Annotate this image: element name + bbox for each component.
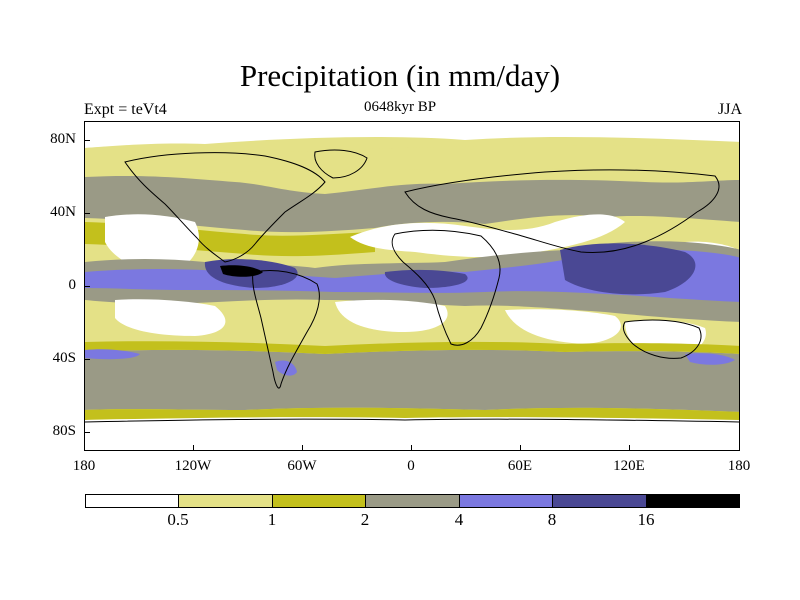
precipitation-map bbox=[84, 121, 740, 451]
indian-ocean-dry bbox=[505, 309, 621, 344]
north-pacific-dry bbox=[105, 214, 199, 273]
lat-tick bbox=[84, 359, 90, 360]
lon-tick bbox=[739, 445, 740, 451]
lon-tick bbox=[629, 445, 630, 451]
colorbar-segment bbox=[179, 495, 273, 507]
lon-tick bbox=[520, 445, 521, 451]
south-olive-band-b bbox=[325, 341, 739, 354]
colorbar-label: 8 bbox=[547, 510, 557, 529]
arctic-yellow-band bbox=[85, 145, 739, 174]
south-atlantic-dry bbox=[335, 299, 448, 332]
lat-tick bbox=[84, 432, 90, 433]
season-label: JJA bbox=[717, 101, 742, 118]
colorbar-segment bbox=[553, 495, 647, 507]
map-canvas bbox=[85, 122, 739, 450]
colorbar-label: 2 bbox=[360, 510, 370, 529]
lat-label-40n: 40N bbox=[50, 204, 76, 220]
extreme-precip-cell bbox=[220, 265, 263, 277]
lon-tick bbox=[84, 445, 85, 451]
lon-label-120e: 120E bbox=[613, 458, 645, 474]
lat-label-40s: 40S bbox=[52, 350, 76, 366]
lat-label-eq: 0 bbox=[68, 277, 77, 293]
lon-label-180w: 180 bbox=[72, 458, 96, 474]
coastlines bbox=[85, 149, 739, 423]
atlantic-itcz bbox=[384, 269, 468, 288]
south-blue-patch-1 bbox=[85, 349, 140, 360]
map-title: Precipitation (in mm/day) bbox=[239, 58, 561, 93]
colorbar-label: 0.5 bbox=[167, 510, 189, 529]
lat-tick bbox=[84, 140, 90, 141]
south-blue-patch-2 bbox=[275, 360, 297, 376]
colorbar-label: 1 bbox=[267, 510, 277, 529]
lon-tick bbox=[193, 445, 194, 451]
lon-label-0: 0 bbox=[407, 458, 415, 474]
south-olive-band-a bbox=[85, 341, 325, 354]
south-pacific-dry bbox=[115, 299, 226, 336]
lon-label-60e: 60E bbox=[507, 458, 533, 474]
lat-tick bbox=[84, 286, 90, 287]
colorbar-label: 4 bbox=[454, 510, 464, 529]
lon-label-180e: 180 bbox=[727, 458, 751, 474]
antarctic-dry-zone bbox=[85, 417, 739, 450]
colorbar-label: 16 bbox=[637, 510, 655, 529]
north-storm-track bbox=[85, 175, 739, 233]
colorbar-segment bbox=[86, 495, 180, 507]
colorbar-segment bbox=[272, 495, 367, 507]
experiment-label: Expt = teVt4 bbox=[84, 101, 167, 118]
arctic-dry-zone bbox=[85, 122, 739, 148]
map-subtitle: 0648kyr BP bbox=[363, 99, 437, 115]
lat-label-80s: 80S bbox=[52, 423, 76, 439]
asian-monsoon bbox=[560, 243, 696, 295]
colorbar-segment bbox=[646, 495, 739, 507]
south-storm-track bbox=[85, 349, 739, 412]
lon-label-120w: 120W bbox=[174, 458, 212, 474]
colorbar-segment bbox=[459, 495, 554, 507]
lon-tick bbox=[411, 445, 412, 451]
lat-tick bbox=[84, 213, 90, 214]
colorbar-segment bbox=[366, 495, 460, 507]
lon-label-60w: 60W bbox=[287, 458, 317, 474]
colorbar bbox=[85, 494, 740, 508]
lon-tick bbox=[302, 445, 303, 451]
south-blue-patch-3 bbox=[685, 353, 735, 365]
lat-label-80n: 80N bbox=[50, 131, 76, 147]
